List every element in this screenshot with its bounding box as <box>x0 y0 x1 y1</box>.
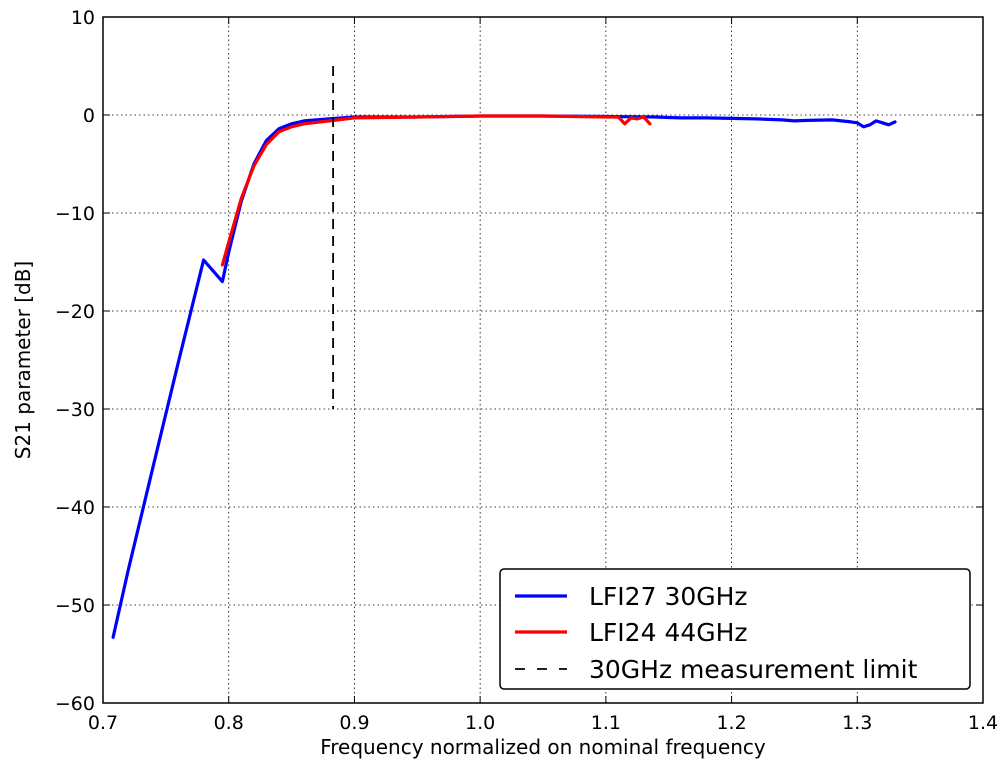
y-tick-label: −20 <box>55 301 95 323</box>
y-axis-label: S21 parameter [dB] <box>11 261 35 459</box>
x-tick-label: 1.0 <box>465 712 495 734</box>
y-tick-label: 0 <box>83 105 95 127</box>
legend-label-lfi27: LFI27 30GHz <box>589 582 748 611</box>
series-layer <box>111 66 897 639</box>
x-tick-label: 1.2 <box>716 712 746 734</box>
legend-box <box>499 568 971 690</box>
y-tick-label: −50 <box>55 595 95 617</box>
x-tick-label: 1.1 <box>591 712 621 734</box>
tick-labels: 0.7 0.8 0.9 1.0 1.1 1.2 1.3 1.4 −60 −50 −40 −30 −20 −… <box>55 7 998 734</box>
x-tick-label: 1.3 <box>842 712 872 734</box>
x-tick-label: 0.9 <box>339 712 369 734</box>
y-tick-label: 10 <box>71 7 95 29</box>
y-tick-label: −60 <box>55 693 95 715</box>
x-axis-label: Frequency normalized on nominal frequenc… <box>320 735 766 759</box>
series-line-lfi24 <box>220 114 652 267</box>
legend-label-lfi24: LFI24 44GHz <box>589 618 748 647</box>
series-line-lfi27 <box>111 114 897 639</box>
x-tick-label: 0.8 <box>214 712 244 734</box>
y-tick-label: −30 <box>55 399 95 421</box>
ticks <box>102 16 984 704</box>
x-tick-label: 0.7 <box>88 712 118 734</box>
y-tick-label: −10 <box>55 203 95 225</box>
x-tick-label: 1.4 <box>968 712 998 734</box>
y-tick-label: −40 <box>55 497 95 519</box>
plot-frame <box>102 16 984 704</box>
legend: LFI27 30GHz LFI24 44GHz 30GHz measuremen… <box>499 568 971 690</box>
legend-label-measurement-limit: 30GHz measurement limit <box>589 655 918 684</box>
